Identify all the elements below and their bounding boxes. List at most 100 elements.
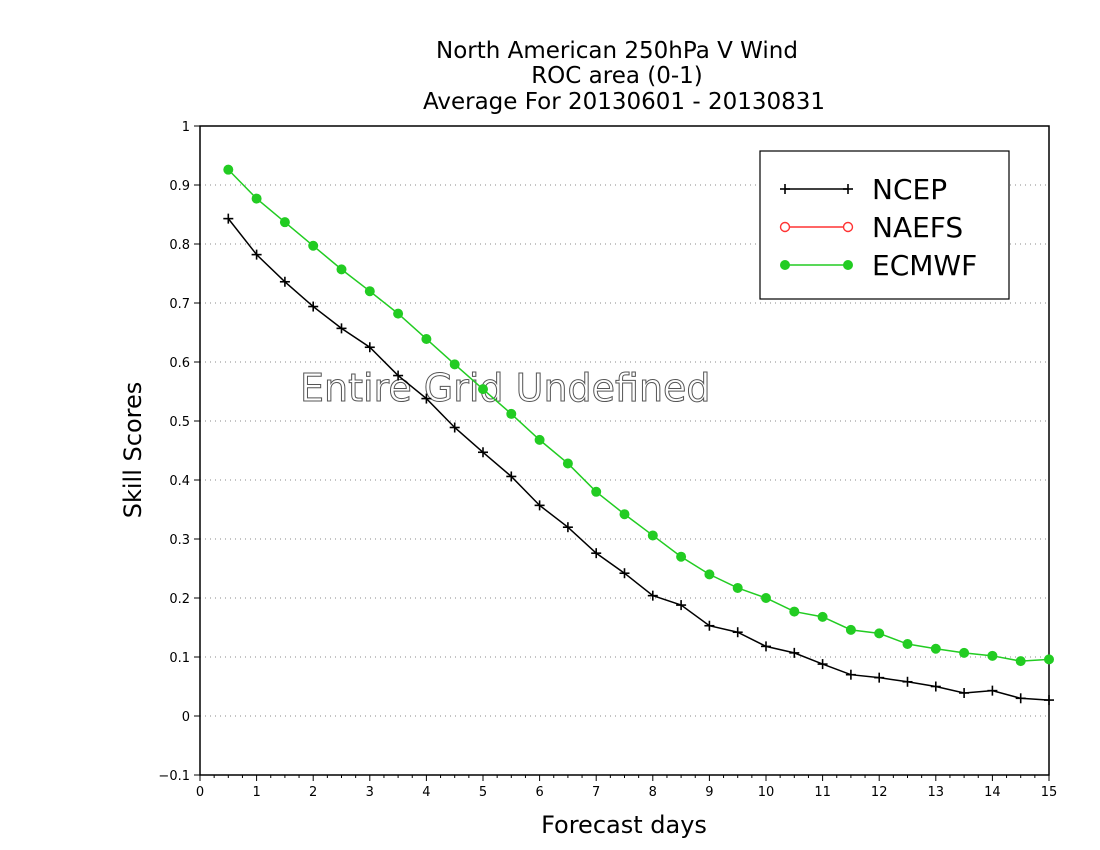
y-tick-label: 0.3 — [169, 533, 190, 548]
x-tick-label: 0 — [196, 785, 204, 800]
series-ncep — [223, 213, 1054, 706]
legend-item-ncep: NCEP — [780, 173, 947, 206]
data-point — [843, 260, 853, 270]
data-point — [1044, 654, 1054, 665]
data-point — [987, 685, 998, 696]
y-axis-title: Skill Scores — [119, 382, 147, 519]
data-point — [843, 184, 853, 194]
data-point — [308, 240, 319, 251]
y-tick-label: 0.1 — [169, 651, 190, 666]
data-point — [506, 471, 517, 482]
legend: NCEP NAEFS ECMWF — [759, 150, 1010, 300]
title-line-3: Average For 20130601 - 20130831 — [423, 89, 825, 115]
data-point — [874, 672, 885, 683]
data-point — [779, 221, 791, 233]
data-point — [393, 370, 404, 381]
x-tick-label: 11 — [814, 785, 831, 800]
data-point — [761, 593, 771, 603]
data-point — [506, 408, 517, 419]
y-axis: −0.1 0 0.1 0.2 0.3 0.4 0.5 0.6 0.7 0.8 0.9 1 — [158, 120, 200, 784]
data-point — [1044, 695, 1054, 706]
data-point — [251, 249, 262, 260]
y-tick-label: 0.5 — [169, 415, 190, 430]
data-point — [223, 164, 234, 175]
title-line-1: North American 250hPa V Wind — [436, 38, 798, 64]
data-point — [591, 486, 602, 497]
data-point — [364, 286, 375, 297]
data-point — [279, 276, 290, 287]
data-point — [676, 551, 687, 562]
y-tick-label: 0.4 — [169, 474, 190, 489]
data-point — [647, 530, 658, 541]
data-point — [817, 659, 828, 670]
x-axis: 0 1 2 3 4 5 6 7 8 9 10 11 12 13 14 15 — [196, 775, 1057, 800]
data-point — [959, 687, 970, 698]
chart-title: North American 250hPa V Wind ROC area (0… — [423, 38, 825, 115]
data-point — [393, 308, 404, 319]
data-point — [874, 628, 885, 639]
data-point — [817, 611, 828, 622]
data-point — [562, 522, 573, 533]
legend-item-ecmwf: ECMWF — [780, 249, 977, 282]
data-point — [789, 606, 800, 617]
data-point — [421, 393, 432, 404]
data-point — [704, 620, 715, 631]
data-point — [364, 342, 375, 353]
x-tick-label: 13 — [928, 785, 945, 800]
y-tick-label: −0.1 — [158, 769, 190, 784]
x-tick-label: 15 — [1041, 785, 1058, 800]
data-point — [780, 260, 790, 270]
data-point — [619, 509, 630, 520]
data-point — [562, 458, 573, 469]
y-tick-label: 0.7 — [169, 297, 190, 312]
data-point — [534, 500, 545, 511]
data-point — [732, 582, 743, 593]
legend-box — [759, 150, 1010, 300]
data-point — [987, 650, 998, 661]
x-tick-label: 1 — [252, 785, 260, 800]
annotation-entire-grid-undefined: Entire Grid Undefined — [300, 366, 711, 410]
data-point — [842, 221, 854, 233]
data-point — [421, 333, 432, 344]
data-point — [478, 447, 488, 458]
data-point — [930, 643, 941, 654]
data-point — [279, 217, 290, 228]
x-tick-label: 10 — [758, 785, 775, 800]
y-tick-label: 0.6 — [169, 356, 190, 371]
data-point — [845, 624, 856, 635]
data-point — [336, 264, 347, 275]
data-point — [591, 548, 602, 559]
data-point — [902, 676, 913, 687]
x-tick-label: 6 — [535, 785, 543, 800]
data-point — [789, 647, 800, 658]
data-point — [449, 359, 460, 370]
x-tick-label: 14 — [984, 785, 1001, 800]
data-point — [761, 641, 771, 652]
data-point — [676, 600, 687, 611]
data-point — [959, 647, 970, 658]
x-tick-label: 7 — [592, 785, 600, 800]
y-tick-label: 0.8 — [169, 238, 190, 253]
data-point — [845, 669, 856, 680]
x-tick-label: 3 — [366, 785, 374, 800]
data-point — [704, 569, 715, 580]
legend-label: NCEP — [872, 173, 947, 206]
legend-label: NAEFS — [872, 211, 963, 244]
series-ecmwf — [223, 164, 1054, 667]
y-tick-label: 0 — [182, 710, 190, 725]
data-point — [647, 590, 658, 601]
data-point — [223, 213, 234, 224]
data-point — [449, 422, 460, 433]
legend-item-naefs: NAEFS — [779, 211, 963, 244]
y-tick-label: 0.2 — [169, 592, 190, 607]
legend-label: ECMWF — [872, 249, 977, 282]
x-tick-label: 9 — [705, 785, 713, 800]
data-point — [336, 323, 347, 334]
x-tick-label: 8 — [649, 785, 657, 800]
y-tick-label: 1 — [182, 120, 190, 135]
data-point — [1015, 693, 1026, 704]
data-point — [308, 301, 319, 312]
series-layer — [223, 164, 1054, 706]
x-tick-label: 4 — [422, 785, 430, 800]
